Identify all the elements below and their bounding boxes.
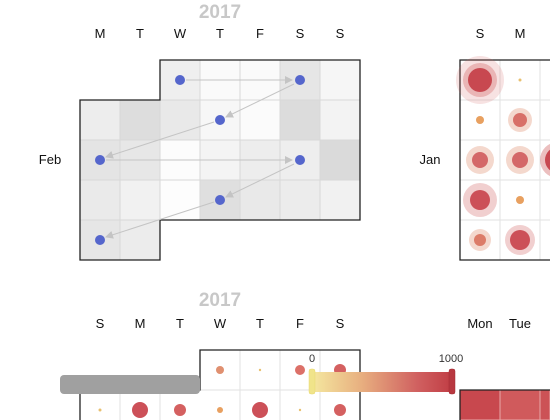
bubble[interactable]: [476, 116, 484, 124]
year-title: 2017: [199, 290, 241, 311]
weekday-label: T: [216, 26, 224, 41]
heat-cells: [459, 389, 550, 420]
dot[interactable]: [252, 402, 268, 418]
day-cell[interactable]: [239, 99, 281, 141]
day-cell[interactable]: [159, 99, 201, 141]
path-dot[interactable]: [95, 155, 105, 165]
calendar-panel-feb: 2017 M T W T F S S Feb: [39, 2, 361, 261]
weekday-label: F: [256, 26, 264, 41]
weekday-label: M: [515, 26, 526, 41]
weekday-label: Tue: [509, 316, 531, 331]
weekday-label: F: [296, 316, 304, 331]
path-dot[interactable]: [295, 75, 305, 85]
heat-cell[interactable]: [539, 389, 550, 420]
dot[interactable]: [216, 366, 224, 374]
dot[interactable]: [298, 408, 302, 412]
day-cell[interactable]: [319, 99, 361, 141]
bubbles: [456, 56, 550, 255]
weekday-label: T: [176, 316, 184, 331]
day-cell[interactable]: [79, 99, 121, 141]
weekday-header: S M T W T F S: [96, 316, 345, 331]
weekday-label: M: [95, 26, 106, 41]
dot[interactable]: [132, 402, 148, 418]
day-cell[interactable]: [279, 179, 321, 221]
legend-min-handle[interactable]: [308, 368, 316, 395]
day-cell[interactable]: [119, 219, 161, 261]
weekday-label: S: [336, 26, 345, 41]
day-cell[interactable]: [79, 179, 121, 221]
path-dot[interactable]: [295, 155, 305, 165]
heat-cell[interactable]: [459, 389, 501, 420]
year-title: 2017: [199, 2, 241, 23]
bubble[interactable]: [518, 78, 522, 82]
path-dot[interactable]: [95, 235, 105, 245]
path-dots: [95, 75, 305, 245]
bubble[interactable]: [468, 68, 492, 92]
dot-path-arrows: [105, 76, 295, 239]
month-outline: [79, 349, 361, 420]
dot[interactable]: [258, 368, 262, 372]
day-cell[interactable]: [319, 139, 361, 181]
bubble[interactable]: [510, 230, 530, 250]
weekday-label: S: [96, 316, 105, 331]
weekday-label: W: [214, 316, 227, 331]
color-legend: 0 1000: [308, 353, 463, 395]
heat-cell[interactable]: [499, 389, 541, 420]
month-outline: [459, 59, 550, 261]
day-cell[interactable]: [119, 179, 161, 221]
day-cell[interactable]: [319, 59, 361, 101]
grid-lines: [460, 60, 550, 260]
range-slider-track[interactable]: [60, 375, 200, 394]
dot[interactable]: [295, 365, 305, 375]
day-cell[interactable]: [319, 179, 361, 221]
weekday-label: S: [296, 26, 305, 41]
bubble[interactable]: [472, 152, 488, 168]
weekday-label: M: [135, 316, 146, 331]
dot[interactable]: [98, 408, 102, 412]
legend-max-handle[interactable]: [448, 368, 456, 395]
month-outline: [459, 389, 550, 420]
month-outline: [79, 59, 361, 261]
dot[interactable]: [217, 407, 223, 413]
legend-max-label: 1000: [439, 353, 463, 365]
bubble[interactable]: [545, 147, 550, 173]
month-label: Jan: [420, 152, 441, 167]
weekday-label: T: [256, 316, 264, 331]
month-label: Feb: [39, 152, 61, 167]
day-cell[interactable]: [279, 99, 321, 141]
weekday-label: S: [476, 26, 485, 41]
calendar-panel-heat: Mon Tue: [459, 316, 550, 420]
bubble[interactable]: [512, 152, 528, 168]
legend-gradient-bar: [311, 372, 453, 392]
dot[interactable]: [174, 404, 186, 416]
bubble[interactable]: [470, 190, 490, 210]
bubble[interactable]: [516, 196, 524, 204]
path-dot[interactable]: [215, 195, 225, 205]
weekday-label: W: [174, 26, 187, 41]
day-cell[interactable]: [159, 179, 201, 221]
calendar-panel-dots: 2017 S M T W T F S: [79, 290, 361, 420]
dots: [98, 364, 346, 418]
weekday-label: T: [136, 26, 144, 41]
legend-min-label: 0: [309, 353, 315, 365]
calendar-panel-jan: S M Jan: [420, 26, 550, 261]
weekday-label: Mon: [467, 316, 492, 331]
weekday-header: M T W T F S S: [95, 26, 345, 41]
path-dot[interactable]: [215, 115, 225, 125]
day-cell[interactable]: [119, 99, 161, 141]
dot[interactable]: [334, 404, 346, 416]
bubble[interactable]: [513, 113, 527, 127]
weekday-label: S: [336, 316, 345, 331]
day-cell[interactable]: [239, 179, 281, 221]
bubble[interactable]: [474, 234, 486, 246]
path-dot[interactable]: [175, 75, 185, 85]
